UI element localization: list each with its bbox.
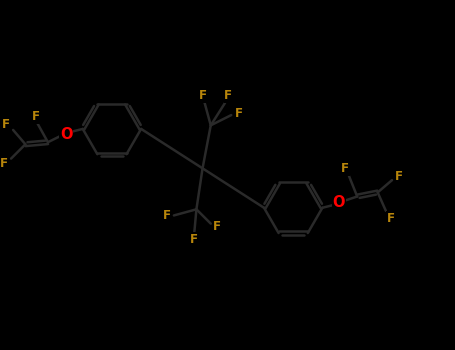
Text: F: F	[32, 110, 40, 123]
Text: F: F	[213, 220, 221, 233]
Text: F: F	[0, 157, 8, 170]
Text: F: F	[2, 118, 10, 131]
Text: O: O	[333, 195, 345, 210]
Text: F: F	[163, 209, 171, 222]
Text: F: F	[224, 89, 232, 102]
Text: F: F	[198, 89, 207, 102]
Text: F: F	[387, 211, 395, 224]
Text: O: O	[60, 127, 73, 141]
Text: F: F	[341, 162, 349, 175]
Text: F: F	[190, 232, 198, 245]
Text: F: F	[234, 106, 243, 120]
Text: F: F	[395, 169, 403, 182]
